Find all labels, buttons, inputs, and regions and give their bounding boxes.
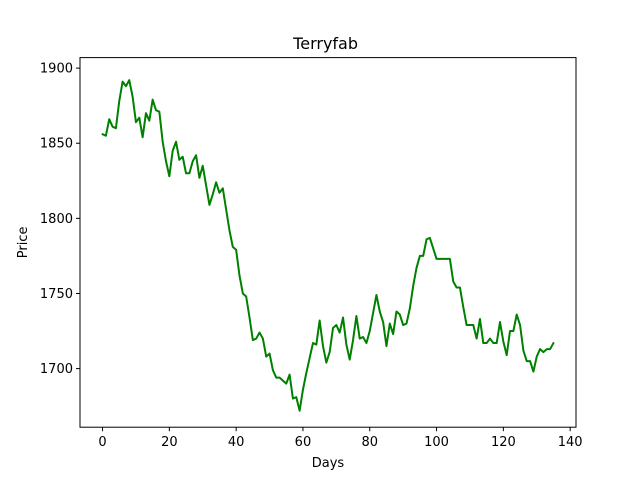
y-tick-label: 1800 bbox=[40, 212, 73, 227]
y-tick-label: 1850 bbox=[40, 137, 73, 152]
x-axis: 0 20 40 60 80 100 120 140 bbox=[98, 427, 583, 450]
x-tick-label: 80 bbox=[361, 435, 378, 450]
chart-title: Terryfab bbox=[292, 34, 358, 53]
x-tick-label: 100 bbox=[424, 435, 449, 450]
x-tick-label: 60 bbox=[295, 435, 312, 450]
y-axis-label: Price bbox=[16, 227, 31, 259]
axes-frame bbox=[79, 57, 577, 428]
x-tick-label: 140 bbox=[558, 435, 583, 450]
x-axis-label: Days bbox=[312, 456, 345, 471]
x-tick-label: 40 bbox=[228, 435, 245, 450]
x-tick-label: 0 bbox=[98, 435, 106, 450]
x-tick-label: 120 bbox=[491, 435, 516, 450]
y-tick-label: 1700 bbox=[40, 362, 73, 377]
price-series-line bbox=[101, 79, 555, 412]
y-axis: 1700 1750 1800 1850 1900 bbox=[40, 62, 80, 377]
y-tick-label: 1750 bbox=[40, 287, 73, 302]
y-tick-label: 1900 bbox=[40, 62, 73, 77]
plot-area bbox=[101, 79, 555, 412]
x-tick-label: 20 bbox=[161, 435, 178, 450]
